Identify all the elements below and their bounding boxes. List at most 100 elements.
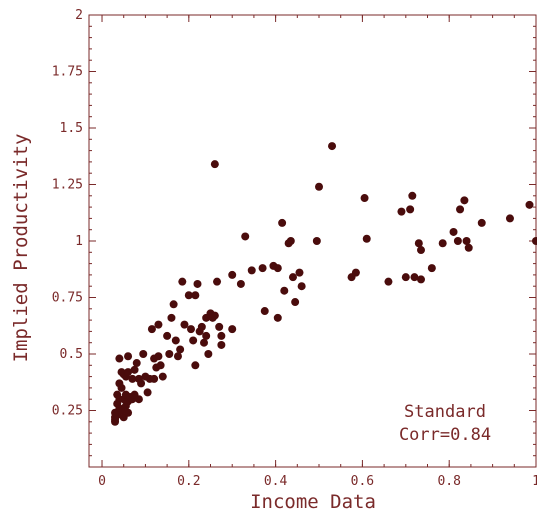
data-point — [525, 200, 534, 209]
data-point — [213, 277, 222, 286]
data-point — [456, 205, 465, 214]
data-point — [449, 227, 458, 236]
data-point — [295, 268, 304, 277]
data-point — [416, 275, 425, 284]
data-point — [464, 243, 473, 252]
data-point — [202, 331, 211, 340]
data-point — [184, 291, 193, 300]
data-point — [154, 352, 163, 361]
data-point — [278, 218, 287, 227]
data-point — [139, 350, 148, 358]
data-point — [408, 191, 417, 200]
data-point — [258, 264, 267, 273]
data-point — [150, 374, 159, 383]
data-point — [217, 331, 226, 340]
data-point — [189, 336, 198, 345]
x-tick-label: 0.8 — [437, 474, 460, 489]
data-point — [291, 298, 300, 307]
data-point — [477, 218, 486, 227]
data-point — [191, 361, 200, 370]
axis-ticks — [89, 14, 537, 467]
data-point — [288, 273, 297, 282]
data-point — [453, 237, 462, 245]
data-point — [132, 359, 141, 368]
data-point — [124, 408, 133, 417]
data-point — [137, 379, 146, 388]
data-point — [176, 345, 185, 354]
y-tick-label: 0.25 — [52, 404, 83, 419]
x-tick-label: 1 — [532, 474, 537, 489]
data-point — [228, 270, 237, 279]
data-point — [180, 320, 189, 329]
data-point — [384, 277, 393, 286]
data-point — [158, 372, 167, 381]
data-point — [260, 307, 269, 316]
x-tick-label: 0 — [98, 474, 106, 489]
data-point — [460, 196, 469, 205]
y-tick-label: 0.75 — [52, 291, 83, 306]
data-point — [186, 325, 195, 334]
data-point — [147, 325, 156, 334]
data-point — [134, 395, 143, 404]
annotation-corr: Corr=0.84 — [399, 425, 491, 445]
data-point — [286, 237, 295, 245]
data-point — [406, 205, 415, 214]
x-tick-label: 0.4 — [264, 474, 288, 489]
data-point — [505, 214, 514, 223]
data-point — [115, 379, 124, 388]
data-point — [191, 291, 200, 300]
y-tick-label: 0.5 — [60, 347, 83, 362]
y-tick-labels: 0.25 0.5 0.75 1 1.25 1.5 1.75 2 — [52, 8, 83, 419]
data-point — [427, 264, 436, 273]
data-points — [111, 142, 537, 426]
data-point — [165, 350, 174, 358]
data-point — [273, 313, 282, 322]
data-point — [193, 279, 202, 288]
data-point — [197, 322, 206, 331]
data-point — [297, 282, 306, 291]
data-point — [143, 388, 152, 397]
data-point — [360, 194, 369, 203]
data-point — [210, 311, 219, 320]
data-point — [163, 331, 172, 340]
y-tick-label: 1.5 — [60, 121, 83, 136]
data-point — [202, 313, 211, 322]
data-point — [247, 266, 256, 275]
data-point — [173, 352, 182, 361]
y-tick-label: 1.25 — [52, 178, 83, 193]
y-tick-label: 2 — [75, 8, 83, 23]
x-tick-label: 0.2 — [177, 474, 200, 489]
data-point — [215, 322, 224, 331]
y-axis-title: Implied Productivity — [10, 134, 32, 363]
x-tick-label: 0.6 — [351, 474, 374, 489]
x-tick-labels: 0 0.2 0.4 0.6 0.8 1 — [98, 474, 537, 489]
data-point — [113, 390, 122, 399]
data-point — [362, 234, 371, 243]
data-point — [312, 237, 321, 245]
data-point — [280, 286, 289, 295]
data-point — [462, 237, 471, 245]
data-point — [124, 352, 133, 361]
data-point — [167, 313, 176, 322]
data-point — [115, 354, 124, 363]
data-point — [397, 207, 406, 216]
data-point — [169, 300, 178, 309]
data-point — [236, 279, 245, 288]
data-point — [154, 320, 163, 329]
data-point — [156, 361, 165, 370]
data-point — [178, 277, 187, 286]
data-point — [128, 374, 137, 383]
y-tick-label: 1 — [75, 234, 83, 249]
data-point — [130, 365, 139, 374]
data-point — [410, 273, 419, 282]
annotation-label: Standard — [404, 402, 486, 422]
data-point — [328, 142, 337, 151]
data-point — [532, 237, 537, 245]
y-tick-label: 1.75 — [52, 65, 83, 80]
data-point — [416, 246, 425, 255]
data-point — [351, 268, 360, 277]
data-point — [217, 340, 226, 349]
data-point — [438, 239, 447, 248]
data-point — [315, 182, 324, 191]
